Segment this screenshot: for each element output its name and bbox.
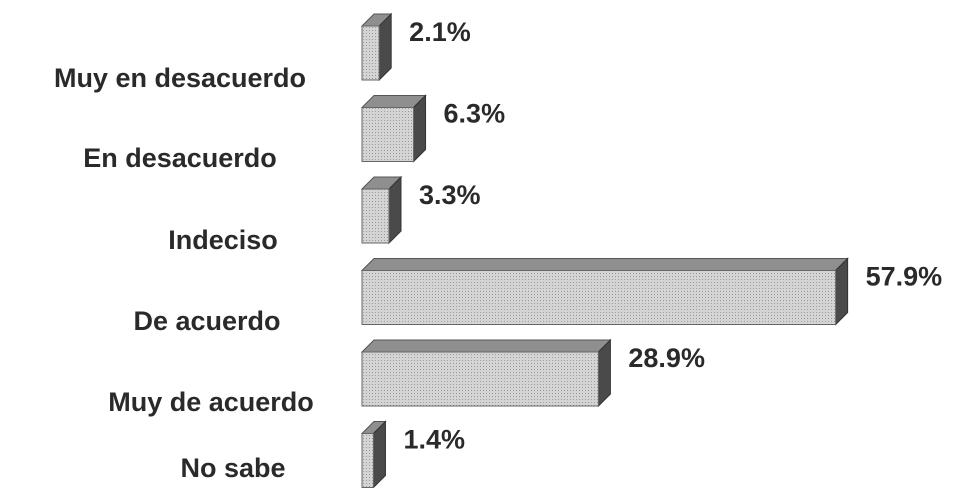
bar xyxy=(361,351,599,407)
category-label: Muy de acuerdo xyxy=(108,387,314,417)
bar xyxy=(361,270,837,325)
bar xyxy=(361,433,374,488)
category-label: De acuerdo xyxy=(133,306,280,336)
bar xyxy=(361,107,415,162)
bar-side xyxy=(835,257,849,326)
value-label: 57.9% xyxy=(866,262,943,292)
bar-side xyxy=(413,94,427,163)
value-label: 3.3% xyxy=(419,180,481,210)
category-label: No sabe xyxy=(180,453,285,483)
bar xyxy=(361,188,390,244)
bar-side xyxy=(378,12,392,82)
value-label: 2.1% xyxy=(409,17,471,47)
bar-side xyxy=(597,338,611,408)
value-label: 6.3% xyxy=(444,99,506,129)
bar-side xyxy=(372,420,386,488)
category-label: Indeciso xyxy=(168,225,278,255)
bar xyxy=(361,25,380,81)
value-label: 1.4% xyxy=(403,425,465,455)
value-label: 28.9% xyxy=(628,343,705,373)
category-label: En desacuerdo xyxy=(83,143,277,173)
bar-top xyxy=(360,339,612,353)
bar-top xyxy=(360,258,849,271)
bar-side xyxy=(388,175,402,245)
category-label: Muy en desacuerdo xyxy=(54,63,306,93)
